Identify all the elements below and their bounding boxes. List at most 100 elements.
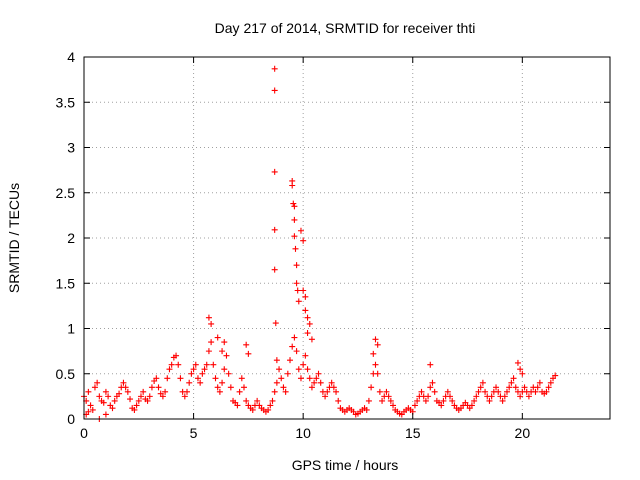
data-point [146,393,153,400]
data-point [290,200,297,207]
data-point [330,384,337,391]
data-point [227,384,234,391]
data-point [186,379,193,386]
data-point [289,182,296,189]
data-point [236,388,243,395]
data-point [517,366,524,373]
data-point [547,379,554,386]
y-tick-label: 2 [67,230,75,246]
data-point [269,397,276,404]
data-point [427,384,434,391]
data-point [477,384,484,391]
data-point [383,388,390,395]
data-point [368,384,375,391]
data-point [295,298,302,305]
data-point [212,375,219,382]
data-point [273,379,280,386]
data-point [304,314,311,321]
data-point [387,397,394,404]
data-point [306,320,313,327]
data-point [243,341,250,348]
data-point [148,384,155,391]
data-point [234,402,241,409]
data-point [414,397,421,404]
data-point [278,375,285,382]
data-point [289,343,296,350]
data-point [495,388,502,395]
data-point [294,287,301,294]
data-point [552,372,559,379]
data-point [122,384,129,391]
data-point [272,320,279,327]
x-tick-label: 0 [80,425,88,441]
data-point [271,65,278,72]
y-tick-label: 1.5 [56,275,76,291]
data-points [81,65,559,422]
data-point [214,384,221,391]
data-point [254,397,261,404]
data-point [292,245,299,252]
data-point [164,375,171,382]
data-point [243,397,250,404]
data-point [282,388,289,395]
data-point [306,375,313,382]
data-point [85,388,92,395]
x-tick-label: 15 [405,425,421,441]
data-point [135,397,142,404]
y-tick-label: 1 [67,321,75,337]
data-point [89,406,96,413]
data-point [144,397,151,404]
data-point [532,388,539,395]
data-point [291,216,298,223]
data-point [517,393,524,400]
data-point [102,411,109,418]
data-point [468,402,475,409]
data-point [427,361,434,368]
data-point [271,226,278,233]
x-axis-label: GPS time / hours [292,457,399,473]
data-point [512,384,519,391]
data-point [216,388,223,395]
data-point [473,393,480,400]
data-point [411,402,418,409]
data-point [265,406,272,413]
data-point [153,375,160,382]
data-point [385,393,392,400]
x-tick-label: 10 [295,425,311,441]
data-point [291,203,298,210]
data-point [162,388,169,395]
data-point [190,366,197,373]
y-tick-label: 0.5 [56,366,76,382]
data-point [431,388,438,395]
y-tick-label: 2.5 [56,185,76,201]
data-point [177,375,184,382]
y-tick-label: 3.5 [56,94,76,110]
data-point [159,393,166,400]
data-point [173,352,180,359]
data-point [425,393,432,400]
data-point [273,357,280,364]
data-point [317,379,324,386]
data-point [486,397,493,404]
data-point [335,397,342,404]
data-point [271,168,278,175]
data-point [223,352,230,359]
data-point [287,357,294,364]
x-tick-label: 20 [515,425,531,441]
data-point [219,348,226,355]
data-point [313,375,320,382]
data-point [197,379,204,386]
data-point [105,393,112,400]
data-point [510,375,517,382]
data-point [208,320,215,327]
data-point [475,388,482,395]
data-point [328,379,335,386]
data-point [133,402,140,409]
data-point [503,388,510,395]
data-point [225,370,232,377]
data-point [111,397,118,404]
data-point [203,361,210,368]
data-point [205,314,212,321]
data-point [372,361,379,368]
